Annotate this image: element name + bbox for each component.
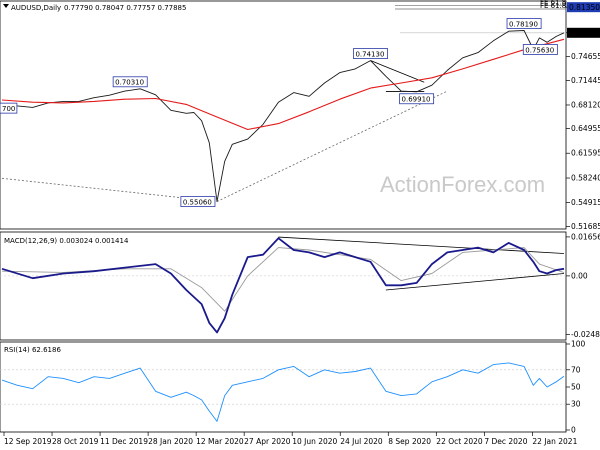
rsi-series: [1, 362, 565, 422]
price-line: [1, 30, 565, 202]
price-annotation: 0.55060: [183, 198, 212, 206]
rsi-tick-label: 70: [571, 365, 581, 374]
macd-tick-label: 0.00: [571, 271, 588, 280]
fib-label: FE 61.8: [540, 2, 566, 10]
rsi-panel: 100 70 50 30 0 RSI(14) 62.6186: [0, 340, 586, 435]
time-tick-label: 28 Jan 2020: [148, 437, 193, 446]
support-trendline: [216, 90, 448, 202]
price-annotation: 0.75630: [525, 46, 554, 54]
price-tick-label: 0.51685: [571, 222, 600, 231]
price-tick-label: 0.54915: [571, 198, 600, 207]
moving-average-line: [1, 38, 565, 131]
price-panel-frame: [0, 0, 567, 230]
price-title: AUDUSD,Daily 0.77790 0.78047 0.77757 0.7…: [3, 4, 186, 12]
time-axis: 12 Sep 2019 28 Oct 2019 11 Dec 2019 28 Jan …: [3, 432, 578, 446]
macd-axis: 0.016567 0.00 -0.02484: [0, 232, 600, 339]
price-tick-label: 0.71445: [571, 76, 600, 85]
price-annotation-box: [506, 18, 542, 29]
rsi-title: RSI(14) 62.6186: [4, 346, 61, 354]
time-tick-label: 12 Mar 2020: [196, 437, 244, 446]
price-annotation: 0.69910: [402, 96, 431, 104]
price-annotation: 0.70310: [115, 79, 144, 87]
current-price-label: 0.77885: [569, 29, 600, 38]
macd-tick-label: -0.02484: [571, 330, 600, 339]
time-tick-label: 22 Oct 2020: [436, 437, 483, 446]
time-tick-label: 8 Sep 2020: [388, 437, 431, 446]
price-tick-label: 0.74655: [571, 52, 600, 61]
rsi-line: [1, 362, 565, 422]
time-tick-label: 12 Sep 2019: [4, 437, 52, 446]
price-annotation: 0.74130: [355, 50, 384, 58]
price-annotation-box: [399, 93, 435, 105]
macd-trendline: [385, 273, 565, 291]
macd-panel-frame: [0, 231, 567, 341]
rsi-tick-label: 0: [571, 426, 576, 435]
price-panel: ActionForex.com 0.81350 0.77885 0.74655 0.7…: [0, 0, 600, 231]
price-annotation-box: [112, 76, 148, 88]
price-annotation-box: [522, 44, 558, 55]
macd-tick-label: 0.016567: [571, 232, 600, 241]
time-tick-label: 7 Dec 2020: [484, 437, 527, 446]
macd-series: [1, 236, 565, 334]
rsi-panel-frame: [0, 341, 567, 433]
rsi-axis: 100 70 50 30 0: [0, 340, 586, 435]
rsi-tick-label: 30: [571, 400, 581, 409]
price-tick-label: 0.64955: [571, 124, 600, 133]
price-annotation-box: [0, 102, 18, 114]
price-labels: 0.70310 0.55060 0.74130 0.69910 0.78190 0.756…: [0, 18, 558, 207]
price-axis: 0.81350 0.77885 0.74655 0.71445 0.68120 0.649…: [395, 0, 600, 231]
pattern-upper-line: [370, 60, 425, 83]
price-tick-label: 0.58240: [571, 174, 600, 183]
rsi-tick-label: 50: [571, 383, 581, 392]
fib-label: FE 61.8: [540, 0, 566, 7]
price-annotation: 700: [2, 105, 15, 113]
time-tick-label: 11 Dec 2019: [100, 437, 148, 446]
symbol-title: AUDUSD,Daily: [11, 4, 61, 12]
current-price-badge: [567, 27, 600, 38]
watermark: ActionForex.com: [380, 172, 545, 197]
time-tick-label: 22 Jan 2021: [532, 437, 577, 446]
ohlc-readout: 0.77790 0.78047 0.77757 0.77885: [64, 4, 186, 12]
price-tick-label: 0.68120: [571, 100, 600, 109]
time-tick-label: 24 Jul 2020: [340, 437, 383, 446]
macd-panel: 0.016567 0.00 -0.02484 MACD(12,26,9) 0.003…: [0, 231, 600, 341]
price-series: [1, 30, 565, 202]
down-arrow-icon: [3, 4, 9, 8]
macd-trendline: [278, 236, 565, 254]
price-annotation: 0.78190: [509, 20, 538, 28]
level-badge: [567, 2, 600, 13]
rsi-tick-label: 100: [571, 340, 586, 349]
price-annotation-box: [353, 48, 388, 59]
level-badge-label: 0.81350: [569, 3, 600, 12]
macd-title: MACD(12,26,9) 0.003024 0.001414: [4, 237, 129, 245]
time-tick-label: 10 Jun 2020: [292, 437, 337, 446]
price-tick-label: 0.61595: [571, 149, 600, 158]
time-tick-label: 28 Oct 2019: [52, 437, 99, 446]
time-tick-label: 27 Apr 2020: [244, 437, 291, 446]
price-annotation-box: [180, 196, 216, 207]
macd-line: [1, 237, 565, 334]
